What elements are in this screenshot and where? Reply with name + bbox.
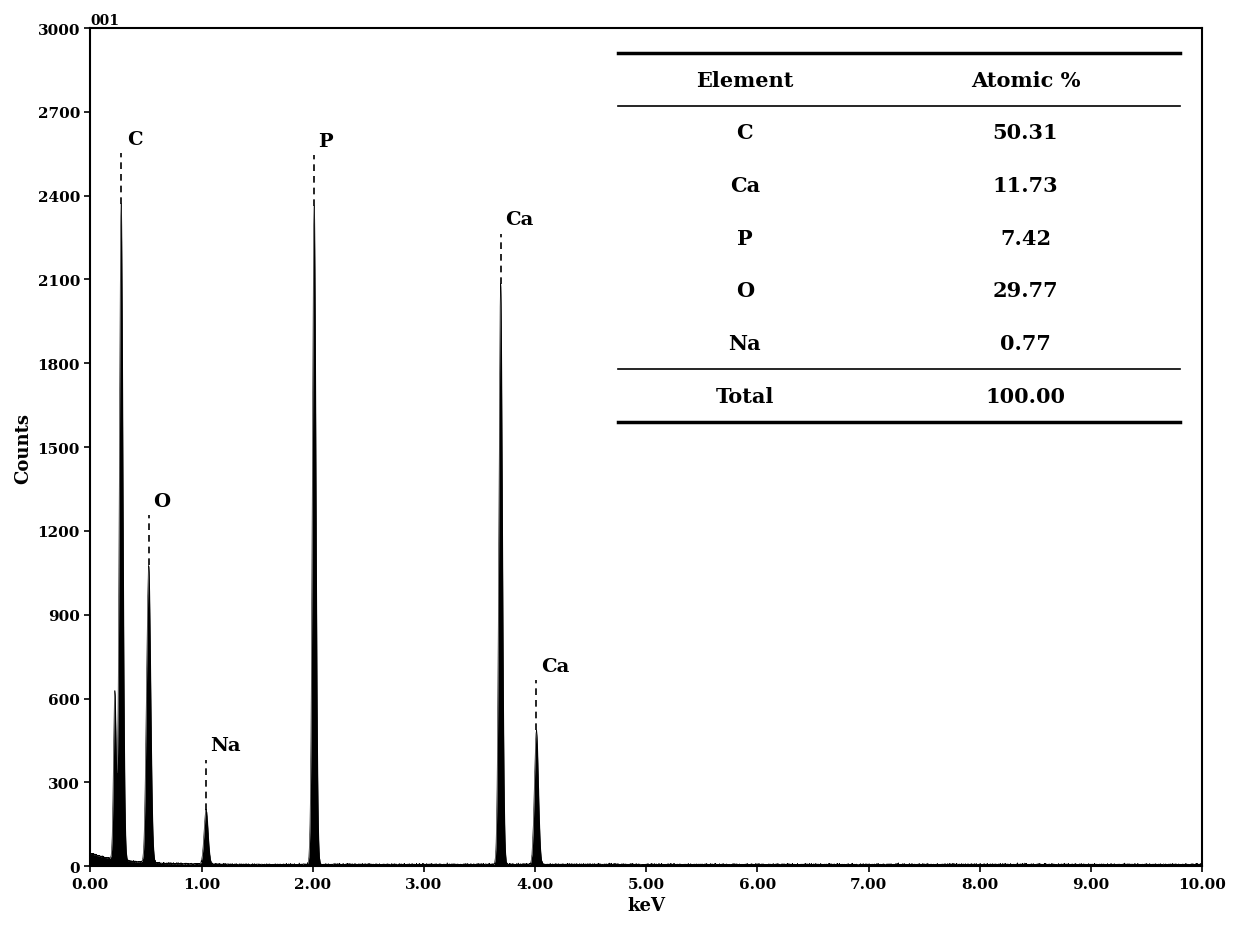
X-axis label: keV: keV (627, 896, 666, 914)
Text: Ca: Ca (541, 657, 569, 675)
Text: C: C (126, 131, 143, 148)
Text: P: P (319, 133, 334, 150)
Text: O: O (154, 492, 170, 510)
Text: 50.31: 50.31 (993, 123, 1059, 143)
Text: O: O (735, 281, 754, 301)
Text: P: P (737, 228, 753, 249)
Text: Na: Na (728, 333, 761, 354)
Y-axis label: Counts: Counts (14, 412, 32, 483)
Text: 100.00: 100.00 (986, 386, 1065, 406)
Text: 001: 001 (91, 14, 119, 28)
Text: Total: Total (715, 386, 774, 406)
Text: 29.77: 29.77 (993, 281, 1059, 301)
Text: Ca: Ca (729, 175, 760, 196)
Text: 7.42: 7.42 (999, 228, 1052, 249)
Text: Ca: Ca (505, 212, 533, 229)
Text: Na: Na (211, 737, 241, 754)
Text: 11.73: 11.73 (993, 175, 1059, 196)
Text: C: C (737, 123, 753, 143)
Text: 0.77: 0.77 (1001, 333, 1052, 354)
Text: Element: Element (696, 71, 794, 90)
Text: Atomic %: Atomic % (971, 71, 1080, 90)
Bar (619, 54, 1180, 422)
